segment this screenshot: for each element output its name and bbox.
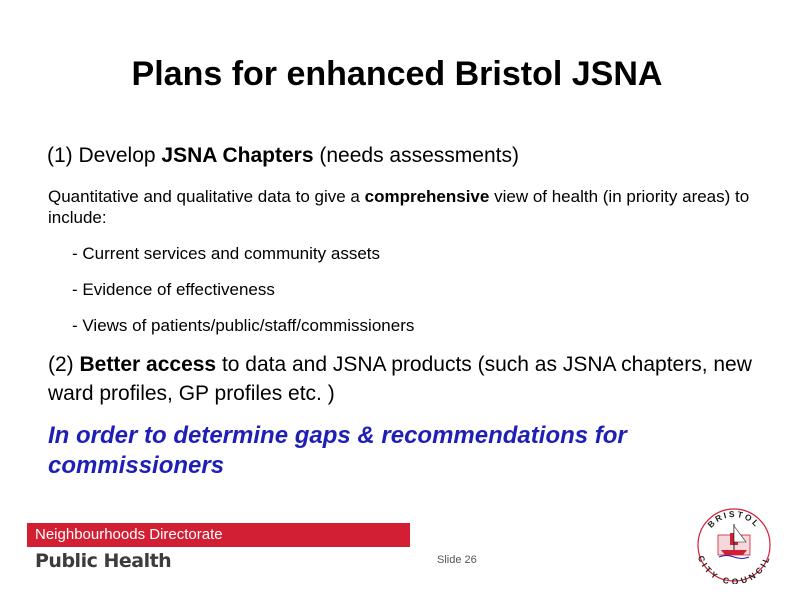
detail-post: view of health (in priority areas) to in… [48, 187, 750, 227]
directorate-label: Neighbourhoods Directorate [35, 526, 223, 543]
bullet-item: - Evidence of effectiveness [72, 280, 275, 299]
point-one-number: (1) [47, 144, 73, 167]
directorate-bar: Neighbourhoods Directorate [27, 523, 410, 547]
bullet-item: - Current services and community assets [72, 244, 380, 263]
bullet-item: - Views of patients/public/staff/commiss… [72, 316, 415, 335]
point-one-detail: Quantitative and qualitative data to giv… [48, 186, 768, 228]
slide-title: Plans for enhanced Bristol JSNA [131, 55, 663, 93]
ship-icon [717, 524, 751, 559]
point-one-lead: Develop [78, 144, 156, 167]
logo-bottom-text: CITY COUNCIL [696, 554, 770, 584]
point-two-bold: Better access [79, 353, 217, 376]
slide-number: Slide 26 [437, 554, 477, 566]
point-two-post: to data and JSNA products (such as JSNA … [48, 353, 752, 405]
point-two: (2) Better access to data and JSNA produ… [48, 350, 768, 408]
detail-pre: Quantitative and qualitative data to giv… [48, 187, 360, 206]
point-one-bold: JSNA Chapters [161, 144, 314, 167]
detail-bold: comprehensive [364, 187, 490, 206]
point-one-tail: (needs assessments) [319, 144, 519, 167]
conclusion: In order to determine gaps & recommendat… [48, 422, 627, 479]
point-one: (1) Develop JSNA Chapters (needs assessm… [47, 141, 519, 171]
bristol-city-council-logo: BRISTOL CITY COUNCIL [696, 508, 772, 584]
svg-text:CITY COUNCIL: CITY COUNCIL [696, 554, 772, 584]
department-label: Public Health [35, 550, 172, 572]
point-two-number: (2) [48, 353, 74, 376]
